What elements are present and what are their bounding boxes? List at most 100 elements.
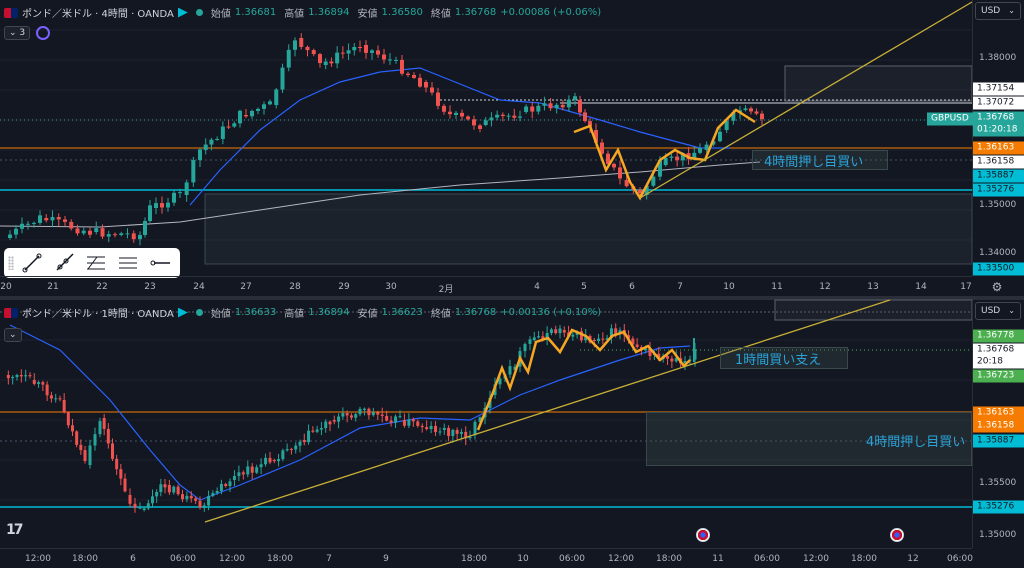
chart-pane-1h[interactable]: ポンド／米ドル · 1時間 · OANDA 始値 1.36633 高値 1.36… [0, 299, 1024, 568]
candle-1h-body [601, 338, 605, 340]
close-value: 1.36768 [454, 307, 497, 318]
time-tick-label: 12:00 [608, 554, 634, 564]
symbol-title[interactable]: ポンド／米ドル · 1時間 · OANDA [22, 309, 174, 320]
chevron-down-icon: ⌄ [1008, 6, 1015, 15]
candle-1h-body [102, 418, 106, 429]
candle-1h-body [528, 339, 532, 344]
plot-area-1h[interactable]: ポンド／米ドル · 1時間 · OANDA 始値 1.36633 高値 1.36… [0, 299, 973, 548]
annotation-1h-support[interactable]: 1時間買い支え [735, 353, 822, 368]
time-tick-label: 12:00 [803, 554, 829, 564]
chart-pane-4h[interactable]: ポンド／米ドル · 4時間 · OANDA 始値 1.36681 高値 1.36… [0, 0, 1024, 296]
us-event-icon[interactable] [890, 528, 904, 542]
candle-4h-body [524, 106, 529, 112]
candle-4h-body [749, 108, 753, 112]
time-tick-label: 4 [534, 282, 540, 292]
candle-4h-body [731, 112, 736, 121]
open-value: 1.36633 [234, 307, 277, 318]
zone-box-upper [774, 299, 973, 321]
currency-select-4h[interactable]: USD ⌄ [975, 2, 1021, 20]
price-tag: 1.36158 [973, 419, 1024, 433]
candle-4h-body [711, 141, 716, 145]
candle-4h-body [262, 104, 266, 109]
indicator-toggle-button[interactable]: ⌄ [4, 328, 22, 342]
candle-4h-body [364, 45, 368, 53]
candle-1h-body [268, 457, 272, 463]
candle-1h-body [163, 484, 167, 488]
annotation-4h-dip[interactable]: 4時間押し目買い [764, 155, 864, 170]
candle-1h-body [455, 429, 459, 434]
candle-1h-body [513, 366, 517, 370]
candle-4h-body [38, 215, 42, 223]
price-tick-label: 1.34000 [979, 248, 1017, 258]
candle-1h-body [198, 500, 202, 508]
price-axis-1h[interactable]: USD ⌄ 1.35500 1.35000 1.36778 1.36768 20:18 1.… [972, 300, 1024, 548]
time-tick-label: 18:00 [461, 554, 487, 564]
candle-1h-body [6, 375, 10, 379]
time-axis-4h[interactable]: 20 21 22 23 24 27 28 29 30 2月 4 5 6 7 10 11 12 13 14 17 [0, 276, 972, 296]
candle-4h-body [489, 117, 494, 121]
time-tick-label: 18:00 [851, 554, 877, 564]
candle-4h-body [220, 126, 225, 139]
symbol-title[interactable]: ポンド／米ドル · 4時間 · OANDA [22, 9, 174, 20]
price-chart-4h[interactable] [0, 0, 973, 276]
candle-4h-body [138, 234, 142, 240]
indicator-toggle-button[interactable]: ⌄ 3 [4, 26, 31, 40]
candle-1h-body [32, 380, 36, 384]
candle-1h-body [434, 425, 438, 433]
price-tag: 1.36723 [973, 369, 1024, 383]
time-tick-label: 22 [96, 282, 108, 292]
annotation-box-4h-dip[interactable] [752, 150, 888, 170]
candle-4h-body [143, 221, 147, 235]
candle-1h-body [98, 421, 102, 435]
candle-4h-body [600, 142, 604, 154]
candle-4h-body [250, 110, 254, 117]
candle-1h-body [167, 485, 171, 493]
price-tag: 1.36768 [973, 343, 1024, 357]
annotation-box-1h-support[interactable] [720, 347, 848, 369]
candle-1h-body [28, 375, 32, 377]
candle-1h-body [189, 495, 193, 499]
candle-1h-body [19, 375, 23, 377]
time-tick-label: 24 [193, 282, 205, 292]
candle-1h-body [657, 353, 661, 360]
time-tick-label: 23 [144, 282, 156, 292]
live-dot-icon [195, 309, 203, 316]
time-axis-1h[interactable]: 12:00 18:00 6 06:00 12:00 18:00 7 9 18:00 10 06:00… [0, 548, 973, 568]
toolbar-grip-icon[interactable] [8, 256, 14, 270]
candle-1h-body [246, 466, 250, 475]
candle-1h-body [442, 427, 446, 430]
fib-retracement-icon[interactable] [82, 251, 110, 275]
candle-1h-body [385, 415, 389, 421]
annotation-box-4h-dip[interactable] [646, 412, 972, 466]
indicator-circle-icon[interactable] [36, 26, 51, 40]
tradingview-logo[interactable]: 17 [6, 522, 24, 538]
candle-4h-body [226, 126, 231, 128]
candle-1h-body [41, 382, 45, 385]
annotation-4h-dip[interactable]: 4時間押し目買い [866, 435, 966, 450]
parallel-channel-icon[interactable] [114, 251, 142, 275]
price-axis-4h[interactable]: USD ⌄ 1.38000 1.35000 1.34000 1.37154 1.37072… [927, 0, 1024, 276]
candle-1h-body [75, 431, 79, 445]
candle-4h-body [743, 108, 748, 110]
us-event-icon[interactable] [696, 528, 710, 542]
candle-1h-body [597, 338, 601, 341]
candle-4h-body [573, 96, 577, 100]
plot-area-4h[interactable]: ポンド／米ドル · 4時間 · OANDA 始値 1.36681 高値 1.36… [0, 0, 973, 278]
candle-1h-body [571, 334, 575, 337]
candle-1h-body [532, 337, 536, 340]
time-tick-label: 2月 [438, 285, 454, 295]
ray-icon[interactable] [50, 251, 78, 275]
currency-select-1h[interactable]: USD ⌄ [975, 302, 1021, 320]
time-tick-label: 06:00 [754, 554, 780, 564]
candle-1h-body [429, 425, 433, 430]
candle-4h-body [160, 203, 164, 208]
pane-splitter[interactable] [0, 296, 1024, 300]
horizontal-ray-icon[interactable] [146, 251, 174, 275]
candle-4h-body [100, 228, 105, 237]
price-chart-1h[interactable] [0, 299, 973, 548]
candle-1h-body [562, 330, 566, 333]
gear-icon[interactable]: ⚙ [991, 280, 1003, 294]
time-tick-label: 6 [130, 554, 136, 564]
candle-1h-body [272, 460, 276, 462]
trend-line-icon[interactable] [18, 251, 46, 275]
